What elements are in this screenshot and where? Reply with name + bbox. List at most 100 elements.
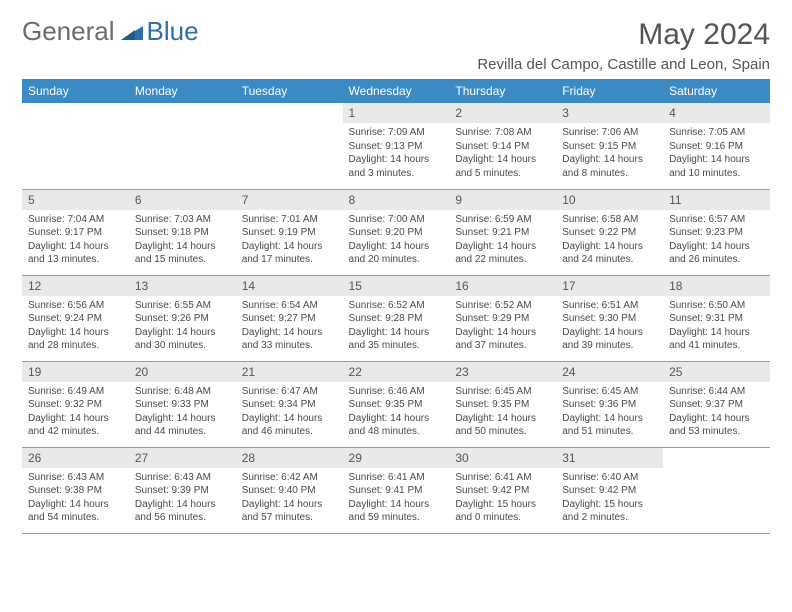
sunset-text: Sunset: 9:17 PM bbox=[28, 226, 123, 240]
sunrise-text: Sunrise: 6:40 AM bbox=[562, 471, 657, 485]
calendar-day-cell bbox=[129, 103, 236, 189]
sunset-text: Sunset: 9:38 PM bbox=[28, 484, 123, 498]
day-header: Sunday bbox=[22, 79, 129, 103]
sunset-text: Sunset: 9:22 PM bbox=[562, 226, 657, 240]
sunrise-text: Sunrise: 6:54 AM bbox=[242, 299, 337, 313]
day-number: 8 bbox=[343, 190, 450, 210]
day-number: 7 bbox=[236, 190, 343, 210]
day-number: 29 bbox=[343, 448, 450, 468]
calendar-day-cell: 24Sunrise: 6:45 AMSunset: 9:36 PMDayligh… bbox=[556, 361, 663, 447]
daylight-text: Daylight: 14 hours and 57 minutes. bbox=[242, 498, 337, 525]
calendar-day-cell: 25Sunrise: 6:44 AMSunset: 9:37 PMDayligh… bbox=[663, 361, 770, 447]
sunset-text: Sunset: 9:18 PM bbox=[135, 226, 230, 240]
day-details: Sunrise: 6:58 AMSunset: 9:22 PMDaylight:… bbox=[562, 213, 657, 267]
calendar-day-cell bbox=[236, 103, 343, 189]
sunrise-text: Sunrise: 6:45 AM bbox=[455, 385, 550, 399]
sunset-text: Sunset: 9:21 PM bbox=[455, 226, 550, 240]
sunrise-text: Sunrise: 7:01 AM bbox=[242, 213, 337, 227]
calendar-day-cell: 7 Sunrise: 7:01 AMSunset: 9:19 PMDaylight… bbox=[236, 189, 343, 275]
day-details: Sunrise: 6:50 AMSunset: 9:31 PMDaylight:… bbox=[669, 299, 764, 353]
brand-part1: General bbox=[22, 18, 115, 44]
daylight-text: Daylight: 14 hours and 28 minutes. bbox=[28, 326, 123, 353]
sunrise-text: Sunrise: 6:57 AM bbox=[669, 213, 764, 227]
sunrise-text: Sunrise: 6:52 AM bbox=[349, 299, 444, 313]
day-details: Sunrise: 6:40 AMSunset: 9:42 PMDaylight:… bbox=[562, 471, 657, 525]
daylight-text: Daylight: 14 hours and 54 minutes. bbox=[28, 498, 123, 525]
calendar-week-row: 19Sunrise: 6:49 AMSunset: 9:32 PMDayligh… bbox=[22, 361, 770, 447]
day-details: Sunrise: 6:48 AMSunset: 9:33 PMDaylight:… bbox=[135, 385, 230, 439]
calendar-day-cell: 17Sunrise: 6:51 AMSunset: 9:30 PMDayligh… bbox=[556, 275, 663, 361]
header: General Blue May 2024 Revilla del Campo,… bbox=[22, 18, 770, 73]
calendar-day-cell: 23Sunrise: 6:45 AMSunset: 9:35 PMDayligh… bbox=[449, 361, 556, 447]
calendar-day-cell: 9 Sunrise: 6:59 AMSunset: 9:21 PMDaylight… bbox=[449, 189, 556, 275]
month-title: May 2024 bbox=[477, 18, 770, 52]
sunset-text: Sunset: 9:23 PM bbox=[669, 226, 764, 240]
day-details: Sunrise: 6:52 AMSunset: 9:29 PMDaylight:… bbox=[455, 299, 550, 353]
calendar-header-row: Sunday Monday Tuesday Wednesday Thursday… bbox=[22, 79, 770, 103]
day-number: 21 bbox=[236, 362, 343, 382]
calendar-day-cell: 22Sunrise: 6:46 AMSunset: 9:35 PMDayligh… bbox=[343, 361, 450, 447]
daylight-text: Daylight: 14 hours and 48 minutes. bbox=[349, 412, 444, 439]
day-number: 1 bbox=[343, 103, 450, 123]
day-details: Sunrise: 7:01 AMSunset: 9:19 PMDaylight:… bbox=[242, 213, 337, 267]
day-details: Sunrise: 6:42 AMSunset: 9:40 PMDaylight:… bbox=[242, 471, 337, 525]
day-number: 24 bbox=[556, 362, 663, 382]
sunrise-text: Sunrise: 6:43 AM bbox=[135, 471, 230, 485]
day-number: 18 bbox=[663, 276, 770, 296]
daylight-text: Daylight: 14 hours and 56 minutes. bbox=[135, 498, 230, 525]
calendar-day-cell: 21Sunrise: 6:47 AMSunset: 9:34 PMDayligh… bbox=[236, 361, 343, 447]
day-header: Monday bbox=[129, 79, 236, 103]
sunrise-text: Sunrise: 6:43 AM bbox=[28, 471, 123, 485]
day-details: Sunrise: 7:00 AMSunset: 9:20 PMDaylight:… bbox=[349, 213, 444, 267]
sunrise-text: Sunrise: 6:48 AM bbox=[135, 385, 230, 399]
calendar-day-cell: 3Sunrise: 7:06 AMSunset: 9:15 PMDaylight… bbox=[556, 103, 663, 189]
daylight-text: Daylight: 14 hours and 53 minutes. bbox=[669, 412, 764, 439]
daylight-text: Daylight: 14 hours and 26 minutes. bbox=[669, 240, 764, 267]
sunset-text: Sunset: 9:27 PM bbox=[242, 312, 337, 326]
calendar-week-row: 12Sunrise: 6:56 AMSunset: 9:24 PMDayligh… bbox=[22, 275, 770, 361]
daylight-text: Daylight: 14 hours and 22 minutes. bbox=[455, 240, 550, 267]
sunset-text: Sunset: 9:32 PM bbox=[28, 398, 123, 412]
day-number: 17 bbox=[556, 276, 663, 296]
daylight-text: Daylight: 14 hours and 35 minutes. bbox=[349, 326, 444, 353]
calendar-day-cell: 18 Sunrise: 6:50 AMSunset: 9:31 PMDayligh… bbox=[663, 275, 770, 361]
daylight-text: Daylight: 14 hours and 39 minutes. bbox=[562, 326, 657, 353]
day-details: Sunrise: 6:54 AMSunset: 9:27 PMDaylight:… bbox=[242, 299, 337, 353]
daylight-text: Daylight: 14 hours and 10 minutes. bbox=[669, 153, 764, 180]
sunrise-text: Sunrise: 7:09 AM bbox=[349, 126, 444, 140]
sunset-text: Sunset: 9:14 PM bbox=[455, 140, 550, 154]
day-details: Sunrise: 7:03 AMSunset: 9:18 PMDaylight:… bbox=[135, 213, 230, 267]
sunrise-text: Sunrise: 6:52 AM bbox=[455, 299, 550, 313]
day-number: 10 bbox=[556, 190, 663, 210]
sunset-text: Sunset: 9:16 PM bbox=[669, 140, 764, 154]
day-details: Sunrise: 6:57 AMSunset: 9:23 PMDaylight:… bbox=[669, 213, 764, 267]
day-number: 11 bbox=[663, 190, 770, 210]
day-details: Sunrise: 6:43 AMSunset: 9:38 PMDaylight:… bbox=[28, 471, 123, 525]
day-details: Sunrise: 7:05 AMSunset: 9:16 PMDaylight:… bbox=[669, 126, 764, 180]
sunset-text: Sunset: 9:15 PM bbox=[562, 140, 657, 154]
calendar-day-cell: 5Sunrise: 7:04 AMSunset: 9:17 PMDaylight… bbox=[22, 189, 129, 275]
day-header: Thursday bbox=[449, 79, 556, 103]
daylight-text: Daylight: 15 hours and 2 minutes. bbox=[562, 498, 657, 525]
sunrise-text: Sunrise: 6:56 AM bbox=[28, 299, 123, 313]
sunset-text: Sunset: 9:28 PM bbox=[349, 312, 444, 326]
logo-triangle-icon bbox=[121, 18, 143, 44]
sunrise-text: Sunrise: 6:41 AM bbox=[349, 471, 444, 485]
calendar-day-cell: 14Sunrise: 6:54 AMSunset: 9:27 PMDayligh… bbox=[236, 275, 343, 361]
sunrise-text: Sunrise: 6:41 AM bbox=[455, 471, 550, 485]
daylight-text: Daylight: 14 hours and 8 minutes. bbox=[562, 153, 657, 180]
day-header: Tuesday bbox=[236, 79, 343, 103]
brand-part2: Blue bbox=[147, 18, 199, 44]
day-number: 9 bbox=[449, 190, 556, 210]
calendar-day-cell: 4Sunrise: 7:05 AMSunset: 9:16 PMDaylight… bbox=[663, 103, 770, 189]
sunrise-text: Sunrise: 6:59 AM bbox=[455, 213, 550, 227]
calendar-day-cell: 28Sunrise: 6:42 AMSunset: 9:40 PMDayligh… bbox=[236, 447, 343, 533]
day-details: Sunrise: 7:06 AMSunset: 9:15 PMDaylight:… bbox=[562, 126, 657, 180]
daylight-text: Daylight: 14 hours and 24 minutes. bbox=[562, 240, 657, 267]
day-number: 20 bbox=[129, 362, 236, 382]
sunset-text: Sunset: 9:29 PM bbox=[455, 312, 550, 326]
sunrise-text: Sunrise: 7:00 AM bbox=[349, 213, 444, 227]
title-block: May 2024 Revilla del Campo, Castille and… bbox=[477, 18, 770, 73]
calendar-day-cell: 15Sunrise: 6:52 AMSunset: 9:28 PMDayligh… bbox=[343, 275, 450, 361]
day-details: Sunrise: 7:04 AMSunset: 9:17 PMDaylight:… bbox=[28, 213, 123, 267]
